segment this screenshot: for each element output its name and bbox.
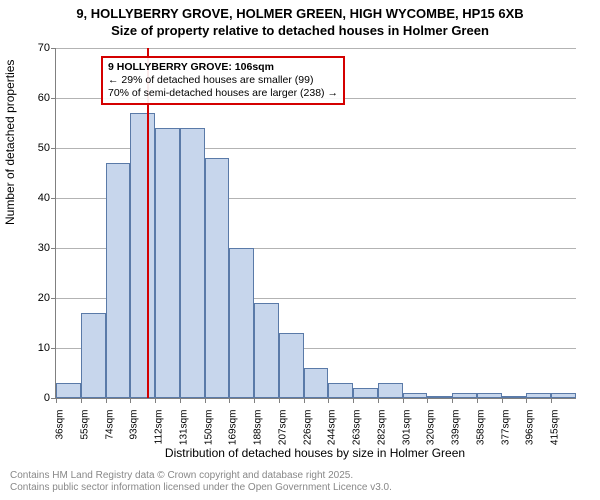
- annotation-line-2: 70% of semi-detached houses are larger (…: [108, 87, 338, 100]
- histogram-bar: [279, 333, 304, 398]
- histogram-bar: [180, 128, 205, 398]
- x-tick-mark: [328, 398, 329, 403]
- footer-line-1: Contains HM Land Registry data © Crown c…: [10, 470, 392, 482]
- histogram-bar: [130, 113, 155, 398]
- y-tick-label: 10: [38, 342, 50, 354]
- histogram-bar: [427, 396, 452, 398]
- title-line-1: 9, HOLLYBERRY GROVE, HOLMER GREEN, HIGH …: [0, 6, 600, 23]
- y-tick-mark: [51, 48, 56, 49]
- y-tick-mark: [51, 198, 56, 199]
- x-tick-label: 301sqm: [401, 410, 412, 446]
- histogram-bar: [56, 383, 81, 398]
- x-tick-label: 169sqm: [228, 410, 239, 446]
- y-tick-label: 60: [38, 92, 50, 104]
- y-tick-mark: [51, 298, 56, 299]
- x-tick-mark: [229, 398, 230, 403]
- x-tick-label: 93sqm: [129, 410, 140, 440]
- gridline: [56, 48, 576, 49]
- footer-credits: Contains HM Land Registry data © Crown c…: [10, 470, 392, 494]
- x-tick-mark: [155, 398, 156, 403]
- y-tick-label: 30: [38, 242, 50, 254]
- histogram-bar: [155, 128, 180, 398]
- histogram-bar: [81, 313, 106, 398]
- histogram-bar: [106, 163, 131, 398]
- histogram-bar: [353, 388, 378, 398]
- x-tick-label: 244sqm: [327, 410, 338, 446]
- x-tick-label: 112sqm: [154, 410, 165, 445]
- y-tick-label: 0: [44, 392, 50, 404]
- y-tick-label: 20: [38, 292, 50, 304]
- x-tick-label: 131sqm: [178, 410, 189, 446]
- y-tick-mark: [51, 348, 56, 349]
- x-tick-mark: [279, 398, 280, 403]
- histogram-bar: [526, 393, 551, 398]
- y-axis-label: Number of detached properties: [3, 60, 17, 225]
- chart-container: 9, HOLLYBERRY GROVE, HOLMER GREEN, HIGH …: [0, 0, 600, 500]
- x-tick-label: 74sqm: [104, 410, 115, 440]
- x-tick-mark: [427, 398, 428, 403]
- x-tick-label: 188sqm: [253, 410, 264, 446]
- x-tick-mark: [81, 398, 82, 403]
- annotation-line-1: ← 29% of detached houses are smaller (99…: [108, 74, 338, 87]
- histogram-bar: [304, 368, 329, 398]
- x-tick-label: 320sqm: [426, 410, 437, 446]
- histogram-bar: [477, 393, 502, 398]
- y-tick-mark: [51, 98, 56, 99]
- x-tick-mark: [254, 398, 255, 403]
- x-tick-mark: [56, 398, 57, 403]
- title-line-2: Size of property relative to detached ho…: [0, 23, 600, 40]
- y-tick-mark: [51, 248, 56, 249]
- y-tick-label: 50: [38, 142, 50, 154]
- histogram-bar: [254, 303, 279, 398]
- x-tick-label: 415sqm: [550, 410, 561, 446]
- chart-title: 9, HOLLYBERRY GROVE, HOLMER GREEN, HIGH …: [0, 0, 600, 40]
- histogram-bar: [551, 393, 576, 398]
- x-tick-mark: [526, 398, 527, 403]
- x-tick-label: 263sqm: [352, 410, 363, 446]
- x-tick-mark: [130, 398, 131, 403]
- x-tick-mark: [452, 398, 453, 403]
- annotation-box: 9 HOLLYBERRY GROVE: 106sqm← 29% of detac…: [101, 56, 345, 105]
- x-tick-mark: [353, 398, 354, 403]
- histogram-bar: [452, 393, 477, 398]
- y-tick-label: 70: [38, 42, 50, 54]
- x-tick-mark: [180, 398, 181, 403]
- plot-area: 01020304050607036sqm55sqm74sqm93sqm112sq…: [55, 48, 576, 399]
- y-tick-mark: [51, 148, 56, 149]
- x-tick-mark: [403, 398, 404, 403]
- x-tick-mark: [106, 398, 107, 403]
- x-tick-label: 36sqm: [55, 410, 66, 440]
- x-tick-mark: [304, 398, 305, 403]
- footer-line-2: Contains public sector information licen…: [10, 482, 392, 494]
- x-tick-mark: [502, 398, 503, 403]
- x-tick-label: 396sqm: [525, 410, 536, 446]
- x-axis-label: Distribution of detached houses by size …: [55, 446, 575, 460]
- x-tick-mark: [551, 398, 552, 403]
- x-tick-label: 358sqm: [475, 410, 486, 446]
- histogram-bar: [378, 383, 403, 398]
- x-tick-label: 377sqm: [500, 410, 511, 446]
- x-tick-label: 282sqm: [376, 410, 387, 446]
- histogram-bar: [229, 248, 254, 398]
- x-tick-label: 226sqm: [302, 410, 313, 446]
- histogram-bar: [502, 396, 527, 398]
- histogram-bar: [403, 393, 428, 398]
- x-tick-label: 55sqm: [79, 410, 90, 440]
- y-tick-label: 40: [38, 192, 50, 204]
- x-tick-mark: [477, 398, 478, 403]
- x-tick-label: 150sqm: [203, 410, 214, 446]
- histogram-bar: [205, 158, 230, 398]
- x-tick-label: 339sqm: [451, 410, 462, 446]
- x-tick-label: 207sqm: [277, 410, 288, 446]
- x-tick-mark: [205, 398, 206, 403]
- x-tick-mark: [378, 398, 379, 403]
- histogram-bar: [328, 383, 353, 398]
- annotation-header: 9 HOLLYBERRY GROVE: 106sqm: [108, 61, 338, 74]
